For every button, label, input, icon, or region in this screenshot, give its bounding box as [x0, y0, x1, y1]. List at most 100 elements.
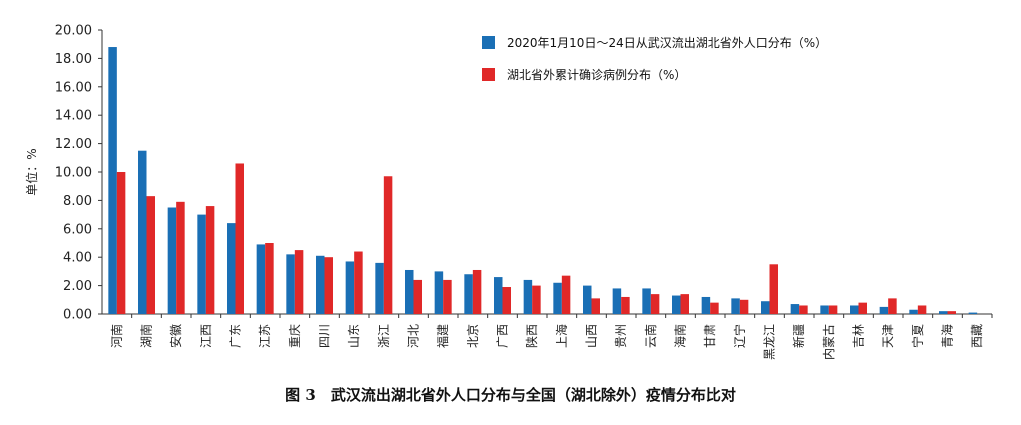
y-tick-label: 6.00 — [63, 222, 92, 237]
x-tick-label: 山东 — [347, 324, 361, 348]
bar-cases-22 — [769, 264, 778, 314]
x-tick-label: 云南 — [643, 324, 658, 348]
x-tick-label: 四川 — [318, 324, 332, 348]
x-tick-label: 江苏 — [258, 324, 272, 348]
bar-cases-26 — [888, 298, 897, 314]
bar-population-23 — [790, 304, 800, 314]
bars — [108, 47, 993, 318]
bar-population-10 — [405, 269, 414, 314]
x-tick-label: 宁夏 — [910, 324, 925, 348]
bar-population-8 — [345, 261, 355, 314]
bar-cases-15 — [561, 275, 571, 314]
x-tick-label: 陕西 — [524, 324, 539, 348]
y-tick-label: 4.00 — [63, 251, 92, 266]
x-tick-label: 河南 — [109, 324, 124, 348]
legend-swatch-population — [482, 36, 495, 49]
figure-caption: 图 3 武汉流出湖北省外人口分布与全国（湖北除外）疫情分布比对 — [285, 386, 736, 404]
bar-cases-5 — [265, 243, 274, 314]
x-tick-label: 贵州 — [614, 324, 628, 348]
bar-population-12 — [464, 274, 473, 314]
bar-chart: 0.00 2.00 4.00 6.00 8.00 10.00 12.00 14.00 16.00… — [24, 24, 993, 360]
bar-population-16 — [583, 285, 592, 314]
bar-population-24 — [820, 305, 829, 314]
y-tick-label: 16.00 — [55, 80, 92, 95]
x-tick-label: 浙江 — [377, 324, 391, 348]
bar-cases-0 — [116, 172, 126, 314]
x-tick-label: 上海 — [554, 324, 569, 348]
bar-cases-10 — [413, 279, 422, 314]
bar-population-17 — [612, 288, 622, 314]
bar-population-28 — [939, 311, 948, 314]
y-tick-label: 20.00 — [55, 24, 92, 39]
bar-cases-12 — [472, 269, 482, 314]
x-tick-label: 湖南 — [139, 324, 154, 348]
legend-swatch-cases — [482, 68, 495, 81]
x-tick-label: 天津 — [881, 324, 895, 348]
bar-population-18 — [642, 288, 651, 314]
legend-label-population: 2020年1月10日～24日从武汉流出湖北省外人口分布（%） — [507, 35, 827, 50]
y-tick-label: 18.00 — [55, 52, 92, 67]
bar-cases-23 — [799, 305, 808, 314]
bar-cases-27 — [917, 305, 927, 314]
x-tick-label: 黑龙江 — [763, 324, 777, 360]
bar-cases-3 — [205, 206, 215, 314]
y-tick-label: 14.00 — [55, 109, 92, 124]
bar-cases-21 — [739, 299, 749, 314]
y-tick-label: 8.00 — [63, 194, 92, 209]
bar-cases-2 — [176, 201, 185, 314]
bar-population-14 — [523, 279, 533, 314]
x-tick-label: 新疆 — [791, 324, 806, 348]
bar-cases-17 — [621, 296, 630, 314]
x-tick-label: 吉林 — [852, 324, 866, 348]
x-tick-label: 西藏 — [970, 324, 984, 348]
bar-population-2 — [167, 207, 177, 314]
bar-population-7 — [316, 255, 325, 314]
x-tick-label: 江西 — [199, 324, 213, 348]
bar-population-5 — [256, 244, 266, 314]
y-tick-label: 10.00 — [55, 166, 92, 181]
bar-population-25 — [850, 305, 859, 314]
x-tick-label: 广东 — [229, 324, 243, 348]
bar-population-0 — [108, 47, 117, 314]
bar-cases-14 — [532, 285, 541, 314]
bar-population-19 — [672, 295, 681, 314]
x-tick-label: 辽宁 — [732, 324, 747, 348]
bar-cases-13 — [502, 287, 511, 314]
x-axis-labels: 河南 湖南 安徽 江西 广东 江苏 重庆 四川 山东 浙江 河北 福建 北京 广西 陕西 上海 山西 贵州 云南 海南… — [109, 324, 984, 360]
x-tick-label: 海南 — [673, 324, 688, 348]
bar-population-6 — [286, 254, 295, 314]
bar-cases-1 — [146, 196, 155, 314]
x-tick-label: 甘肃 — [703, 324, 717, 348]
bar-population-15 — [553, 282, 562, 314]
y-tick-label: 2.00 — [63, 279, 92, 294]
bar-cases-7 — [324, 257, 333, 314]
y-tick-label: 0.00 — [63, 308, 92, 323]
x-tick-label: 北京 — [466, 324, 480, 348]
legend-label-cases: 湖北省外累计确诊病例分布（%） — [507, 67, 686, 82]
x-tick-label: 广西 — [496, 324, 510, 348]
bar-population-13 — [494, 277, 503, 314]
x-tick-label: 重庆 — [288, 324, 302, 348]
bar-population-20 — [701, 296, 711, 314]
x-tick-label: 福建 — [435, 324, 450, 348]
bar-cases-16 — [591, 298, 600, 314]
bar-cases-8 — [354, 251, 363, 314]
x-tick-label: 河北 — [407, 324, 421, 348]
bar-cases-18 — [650, 294, 660, 314]
bar-population-11 — [434, 271, 444, 314]
bar-cases-6 — [294, 250, 304, 314]
y-axis: 0.00 2.00 4.00 6.00 8.00 10.00 12.00 14.00 16.00… — [55, 24, 992, 323]
x-tick-label: 山西 — [585, 324, 599, 348]
bar-population-3 — [197, 214, 206, 314]
bar-population-21 — [731, 298, 740, 314]
bar-population-4 — [227, 223, 236, 314]
legend: 2020年1月10日～24日从武汉流出湖北省外人口分布（%） 湖北省外累计确诊病… — [482, 35, 827, 82]
bar-cases-28 — [947, 311, 956, 314]
x-tick-label: 安徽 — [168, 324, 183, 348]
bar-cases-25 — [858, 302, 867, 314]
bar-population-29 — [968, 312, 978, 314]
x-tick-label: 青海 — [940, 324, 955, 348]
bar-cases-11 — [443, 279, 452, 314]
x-tick-label: 内蒙古 — [821, 324, 836, 360]
bar-population-9 — [375, 262, 384, 314]
